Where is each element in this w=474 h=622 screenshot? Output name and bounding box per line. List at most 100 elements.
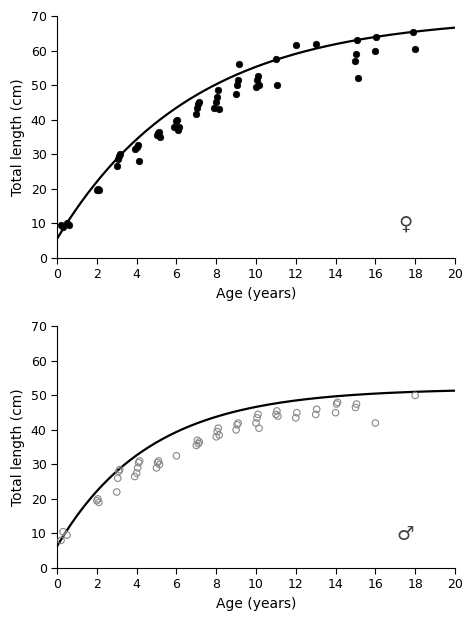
Point [59,221,67,231]
Point [212,98,220,108]
Point [94,494,101,504]
Point [116,149,124,159]
Point [312,39,319,49]
Point [93,496,100,506]
Point [212,432,220,442]
Point [192,109,200,119]
Point [57,536,65,545]
Point [95,498,103,508]
Point [194,99,202,109]
Point [333,399,340,409]
Point [272,409,280,419]
Point [273,80,281,90]
Point [131,471,138,481]
Point [252,82,260,92]
Point [174,125,182,135]
Point [134,141,141,151]
Y-axis label: Total length (cm): Total length (cm) [11,78,25,196]
Point [131,144,138,154]
Point [171,121,178,131]
Point [210,103,218,113]
Point [332,407,339,417]
Point [57,220,65,230]
Point [215,430,223,440]
Point [114,473,121,483]
Point [254,409,262,419]
Point [411,44,419,54]
Point [252,418,260,428]
X-axis label: Age (years): Age (years) [216,287,296,300]
Point [113,161,120,171]
Point [292,413,300,423]
Point [65,220,73,230]
Point [355,73,362,83]
Point [59,527,67,537]
Point [154,128,161,138]
Point [373,32,380,42]
Point [154,458,161,468]
Y-axis label: Total length (cm): Total length (cm) [11,388,25,506]
X-axis label: Age (years): Age (years) [216,597,296,611]
Point [153,130,160,140]
Point [193,103,201,113]
Point [293,407,301,417]
Point [155,456,162,466]
Point [173,116,180,126]
Point [136,456,144,466]
Point [213,92,221,102]
Point [234,418,242,428]
Point [253,75,261,85]
Point [176,121,183,131]
Point [235,60,243,70]
Point [196,98,203,108]
Point [253,413,261,423]
Point [234,75,242,85]
Text: ♀: ♀ [398,215,412,233]
Point [135,458,143,468]
Point [372,45,379,55]
Point [155,127,162,137]
Point [93,185,100,195]
Point [313,404,320,414]
Point [114,154,121,164]
Point [135,156,143,166]
Point [215,104,223,114]
Point [156,460,164,470]
Point [255,423,263,433]
Point [113,487,120,497]
Point [232,425,240,435]
Point [352,402,359,412]
Point [214,423,222,433]
Point [153,463,160,473]
Point [193,435,201,445]
Point [352,56,359,66]
Point [133,142,140,152]
Point [334,397,341,407]
Point [192,440,200,450]
Point [173,114,181,124]
Point [173,451,180,461]
Point [233,80,241,90]
Point [134,463,141,473]
Point [410,27,417,37]
Point [95,185,103,195]
Point [196,437,203,447]
Point [63,218,71,228]
Point [116,465,124,475]
Point [194,439,202,448]
Point [274,411,282,421]
Point [63,530,71,540]
Point [353,49,360,59]
Point [133,468,140,478]
Point [353,399,360,409]
Point [372,418,379,428]
Point [94,183,101,193]
Point [115,151,123,161]
Point [156,132,164,142]
Point [411,391,419,401]
Point [115,466,123,476]
Point [233,420,241,430]
Point [272,54,280,64]
Point [255,80,263,90]
Point [254,72,262,81]
